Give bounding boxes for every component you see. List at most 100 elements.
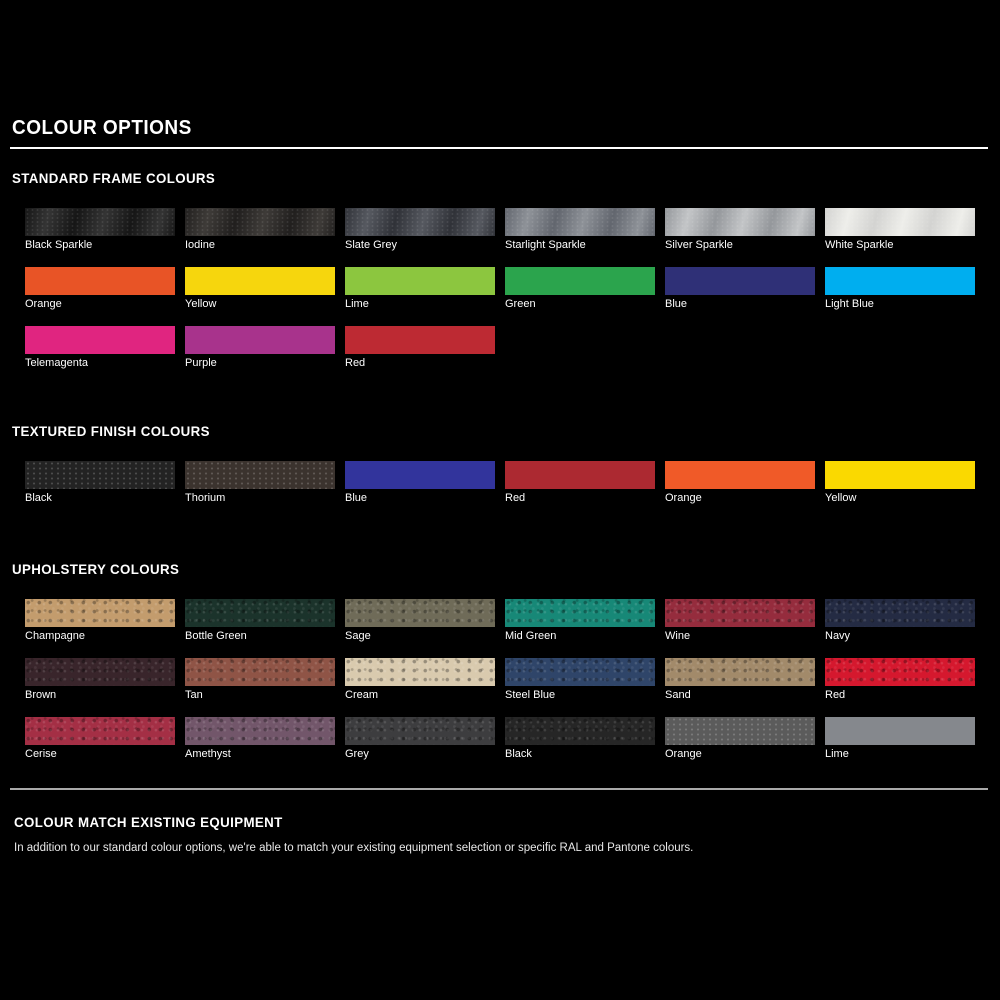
swatch-label: Sand [665, 689, 691, 701]
swatch-orange: Orange [665, 717, 815, 761]
swatch-label: Amethyst [185, 748, 231, 760]
colour-chip [505, 658, 655, 686]
colour-chip [825, 208, 975, 236]
swatch-label: Lime [825, 748, 849, 760]
swatch-label: Cream [345, 689, 379, 701]
swatch-sand: Sand [665, 658, 815, 702]
colour-chip [345, 461, 495, 489]
swatch-champagne: Champagne [25, 599, 175, 643]
swatch-label: Red [505, 492, 526, 504]
swatch-amethyst: Amethyst [185, 717, 335, 761]
swatch-label: Thorium [185, 492, 226, 504]
swatch-label: Starlight Sparkle [505, 239, 586, 251]
textured-finish-swatch-grid: Black Thorium Blue Red Orange Yellow [25, 461, 975, 505]
swatch-cream: Cream [345, 658, 495, 702]
swatch-red: Red [345, 326, 495, 370]
swatch-lime: Lime [825, 717, 975, 761]
section-heading-textured-finish: TEXTURED FINISH COLOURS [12, 423, 210, 439]
upholstery-swatch-grid: Champagne Bottle Green Sage Mid Green Wine Na… [25, 599, 975, 761]
colour-chip [825, 717, 975, 745]
swatch-orange: Orange [665, 461, 815, 505]
section-heading-standard-frame: STANDARD FRAME COLOURS [12, 170, 216, 186]
colour-chip [825, 599, 975, 627]
swatch-light-blue: Light Blue [825, 267, 975, 311]
colour-chip [825, 461, 975, 489]
swatch-label: Yellow [185, 298, 217, 310]
swatch-label: Iodine [185, 239, 215, 251]
colour-chip [25, 717, 175, 745]
swatch-mid-green: Mid Green [505, 599, 655, 643]
swatch-label: Bottle Green [185, 630, 247, 642]
colour-match-body-text: In addition to our standard colour optio… [14, 842, 694, 854]
swatch-label: Purple [185, 357, 217, 369]
swatch-brown: Brown [25, 658, 175, 702]
swatch-white-sparkle: White Sparkle [825, 208, 975, 252]
colour-chip [25, 658, 175, 686]
swatch-label: Cerise [25, 748, 57, 760]
section-colour-match: COLOUR MATCH EXISTING EQUIPMENT In addit… [0, 814, 1000, 854]
swatch-red: Red [825, 658, 975, 702]
swatch-label: Black Sparkle [25, 239, 93, 251]
swatch-label: Steel Blue [505, 689, 556, 701]
section-standard-frame-colours: STANDARD FRAME COLOURS Black Sparkle Iodi… [0, 170, 1000, 370]
swatch-iodine: Iodine [185, 208, 335, 252]
colour-chip [505, 599, 655, 627]
swatch-silver-sparkle: Silver Sparkle [665, 208, 815, 252]
swatch-yellow: Yellow [185, 267, 335, 311]
swatch-wine: Wine [665, 599, 815, 643]
colour-chip [25, 461, 175, 489]
colour-chip [25, 326, 175, 354]
swatch-label: Blue [345, 492, 368, 504]
colour-chip [345, 267, 495, 295]
swatch-telemagenta: Telemagenta [25, 326, 175, 370]
colour-chip [25, 599, 175, 627]
colour-chip [185, 208, 335, 236]
swatch-label: Slate Grey [345, 239, 397, 251]
swatch-label: Sage [345, 630, 371, 642]
colour-chip [665, 658, 815, 686]
colour-chip [665, 717, 815, 745]
swatch-green: Green [505, 267, 655, 311]
swatch-label: Lime [345, 298, 369, 310]
swatch-label: Green [505, 298, 536, 310]
swatch-tan: Tan [185, 658, 335, 702]
colour-chip [505, 461, 655, 489]
swatch-label: Yellow [825, 492, 857, 504]
swatch-bottle-green: Bottle Green [185, 599, 335, 643]
swatch-label: Red [345, 357, 366, 369]
swatch-label: Navy [825, 630, 851, 642]
swatch-black: Black [25, 461, 175, 505]
colour-chip [185, 326, 335, 354]
swatch-label: White Sparkle [825, 239, 894, 251]
swatch-thorium: Thorium [185, 461, 335, 505]
colour-chip [505, 267, 655, 295]
colour-chip [185, 717, 335, 745]
swatch-label: Orange [25, 298, 62, 310]
colour-match-heading: COLOUR MATCH EXISTING EQUIPMENT [14, 814, 283, 830]
title-divider [10, 147, 988, 149]
colour-chip [185, 267, 335, 295]
swatch-starlight-sparkle: Starlight Sparkle [505, 208, 655, 252]
page-title: COLOUR OPTIONS [12, 117, 192, 139]
swatch-navy: Navy [825, 599, 975, 643]
swatch-purple: Purple [185, 326, 335, 370]
swatch-label: Blue [665, 298, 688, 310]
swatch-label: Mid Green [505, 630, 557, 642]
swatch-blue: Blue [345, 461, 495, 505]
colour-chip [185, 658, 335, 686]
colour-chip [25, 208, 175, 236]
swatch-label: Tan [185, 689, 203, 701]
colour-match-divider [10, 788, 988, 790]
swatch-label: Black [25, 492, 52, 504]
swatch-label: Grey [345, 748, 369, 760]
swatch-black: Black [505, 717, 655, 761]
swatch-blue: Blue [665, 267, 815, 311]
section-heading-upholstery: UPHOLSTERY COLOURS [12, 561, 180, 577]
swatch-label: Wine [665, 630, 691, 642]
colour-chip [345, 326, 495, 354]
swatch-label: Black [505, 748, 532, 760]
colour-chip [345, 599, 495, 627]
colour-chip [345, 658, 495, 686]
colour-chip [665, 267, 815, 295]
